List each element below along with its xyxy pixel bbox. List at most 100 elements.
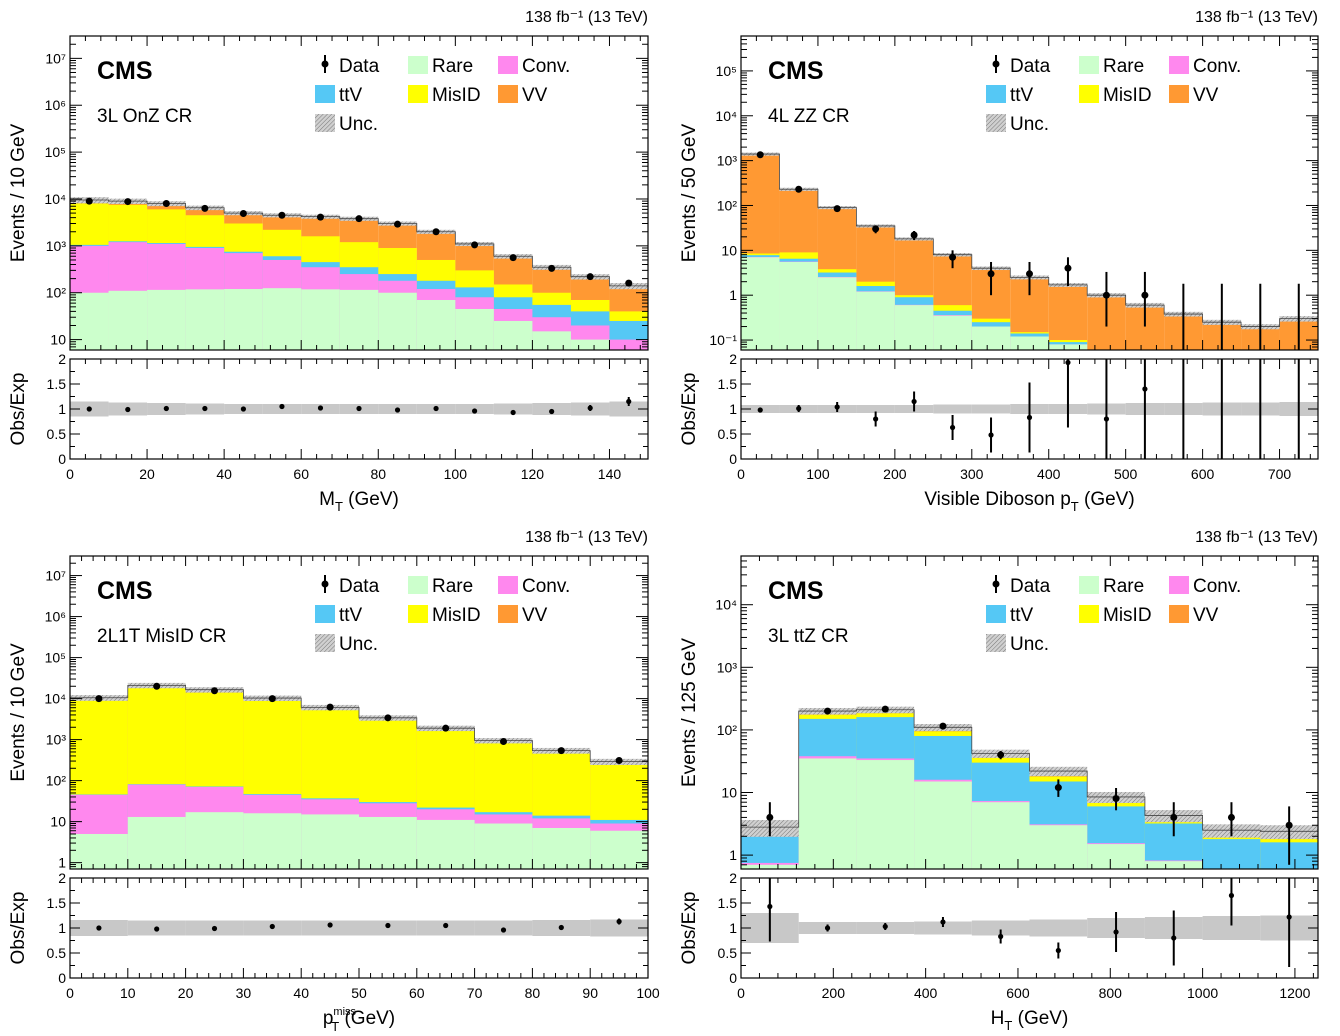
bar-rare bbox=[971, 802, 1030, 869]
legend-label-ttv: ttV bbox=[339, 605, 363, 626]
data-point bbox=[824, 707, 832, 715]
legend-label-conv: Conv. bbox=[1193, 576, 1241, 597]
legend-label-rare: Rare bbox=[1103, 56, 1144, 77]
legend-label-misid: MisID bbox=[1103, 85, 1152, 106]
data-point bbox=[756, 151, 764, 159]
data-point bbox=[239, 210, 247, 218]
bar-rare bbox=[185, 812, 244, 869]
legend-swatch-ttv bbox=[986, 85, 1006, 103]
ratio-point bbox=[949, 424, 956, 431]
legend-label-data: Data bbox=[1010, 56, 1051, 77]
ratio-y-tick-label: 0 bbox=[58, 451, 66, 467]
ratio-y-tick-label: 0 bbox=[729, 970, 737, 986]
bar-rare bbox=[108, 290, 148, 350]
stack-outline bbox=[741, 153, 1318, 350]
legend-entry-misid: MisID bbox=[408, 605, 481, 626]
legend-label-data: Data bbox=[339, 576, 380, 597]
bar-rare bbox=[70, 292, 109, 350]
data-point bbox=[1054, 784, 1062, 792]
legend-swatch-conv bbox=[1169, 56, 1189, 74]
y-tick-label: 1 bbox=[729, 847, 737, 863]
data-point bbox=[384, 714, 392, 722]
data-point bbox=[201, 204, 209, 212]
bar-rare bbox=[416, 819, 475, 869]
ratio-point bbox=[1103, 416, 1110, 422]
x-tick-label: 200 bbox=[883, 466, 907, 482]
ratio-point bbox=[616, 918, 622, 925]
ratio-y-tick-label: 2 bbox=[58, 351, 66, 367]
ratio-point bbox=[1055, 947, 1061, 954]
ratio-point bbox=[356, 405, 362, 412]
ratio-point bbox=[1228, 892, 1235, 899]
bar-rare bbox=[570, 339, 610, 350]
ratio-point bbox=[327, 922, 333, 928]
legend-swatch-ttv bbox=[315, 85, 335, 103]
bar-rare bbox=[971, 326, 1011, 350]
x-tick-label: 10 bbox=[120, 985, 136, 1001]
x-tick-label: 80 bbox=[525, 985, 541, 1001]
cms-label: CMS bbox=[768, 577, 824, 605]
ratio-point bbox=[626, 398, 632, 405]
ratio-point bbox=[163, 405, 169, 412]
x-tick-label: 60 bbox=[293, 466, 309, 482]
y-tick-label: 10⁷ bbox=[45, 568, 66, 584]
legend-label-rare: Rare bbox=[1103, 576, 1144, 597]
y-tick-label: 1 bbox=[729, 287, 737, 303]
legend-swatch-vv bbox=[1169, 605, 1189, 623]
data-point bbox=[509, 254, 517, 262]
ratio-y-tick-label: 0.5 bbox=[47, 945, 67, 961]
data-point bbox=[615, 756, 623, 764]
legend-entry-ttv: ttV bbox=[986, 85, 1034, 106]
data-point bbox=[268, 695, 276, 703]
ratio-point bbox=[1065, 359, 1071, 366]
legend-label-data: Data bbox=[1010, 576, 1051, 597]
bar-rare bbox=[185, 289, 225, 350]
legend-entry-conv: Conv. bbox=[1169, 56, 1241, 77]
legend-swatch-unc bbox=[315, 114, 335, 132]
ratio-y-tick-label: 1.5 bbox=[718, 376, 738, 392]
x-tick-label: 0 bbox=[66, 985, 74, 1001]
legend-entry-ttv: ttV bbox=[315, 85, 363, 106]
y-axis-label: Events / 10 GeV bbox=[8, 643, 29, 782]
bar-rare bbox=[224, 289, 263, 350]
ratio-point bbox=[1286, 914, 1292, 920]
ratio-y-tick-label: 1.5 bbox=[47, 376, 67, 392]
x-tick-label: 700 bbox=[1268, 466, 1292, 482]
y-axis-label: Events / 10 GeV bbox=[8, 123, 29, 262]
ratio-unc-band bbox=[590, 919, 648, 937]
legend-swatch-rare bbox=[1079, 56, 1099, 74]
x-tick-label: 40 bbox=[216, 466, 232, 482]
ratio-y-tick-label: 0.5 bbox=[718, 426, 738, 442]
x-tick-label: 800 bbox=[1099, 985, 1123, 1001]
legend-label-misid: MisID bbox=[1103, 605, 1152, 626]
data-point bbox=[872, 225, 880, 233]
ratio-y-tick-label: 1.5 bbox=[718, 895, 738, 911]
bar-rare bbox=[798, 758, 857, 869]
bar-rare bbox=[301, 814, 359, 869]
ratio-point bbox=[394, 407, 401, 413]
legend-swatch-unc bbox=[986, 634, 1006, 652]
ratio-unc-band bbox=[301, 920, 359, 936]
legend-entry-unc: Unc. bbox=[315, 634, 378, 655]
ratio-point bbox=[202, 405, 208, 412]
data-point bbox=[1141, 291, 1149, 299]
bar-rare bbox=[378, 292, 417, 350]
legend-entry-ttv: ttV bbox=[986, 605, 1034, 626]
panel-3l-ttz-cr: 1 10 10² 10³ 10⁴ 0 200 400 600 800 1000 1200 0 0.5 1 1.… bbox=[679, 529, 1319, 1033]
x-tick-label: 200 bbox=[822, 985, 846, 1001]
ratio-point bbox=[882, 923, 888, 930]
ratio-unc-band bbox=[493, 403, 533, 415]
data-point bbox=[1285, 821, 1293, 829]
ratio-y-tick-label: 0.5 bbox=[718, 945, 738, 961]
legend-swatch-rare bbox=[408, 576, 428, 594]
data-point bbox=[1026, 270, 1033, 278]
ratio-point bbox=[279, 403, 285, 410]
bar-rare bbox=[147, 289, 186, 350]
legend-entry-rare: Rare bbox=[1079, 56, 1144, 77]
x-axis-label: Visible Diboson pT (GeV) bbox=[924, 489, 1134, 514]
ratio-unc-band bbox=[609, 401, 648, 417]
legend-label-unc: Unc. bbox=[1010, 634, 1049, 655]
ratio-y-tick-label: 0 bbox=[729, 451, 737, 467]
ratio-point bbox=[998, 933, 1004, 940]
y-tick-label: 10² bbox=[46, 285, 67, 301]
